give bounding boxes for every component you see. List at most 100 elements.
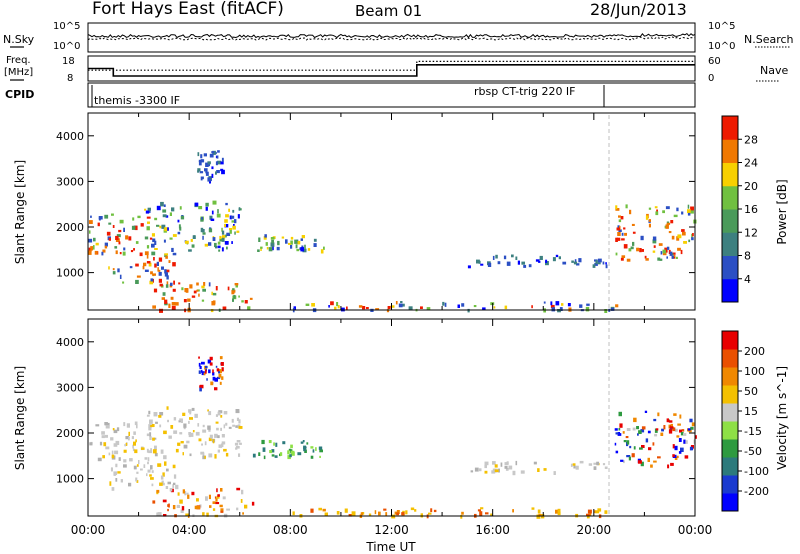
cpid-panel-frame bbox=[87, 82, 696, 108]
velocity-cell bbox=[639, 447, 643, 450]
power-cell bbox=[140, 223, 144, 227]
power-cell bbox=[165, 269, 170, 273]
velocity-cell bbox=[672, 454, 675, 458]
power-cell bbox=[517, 260, 520, 265]
power-cell bbox=[234, 219, 237, 224]
freq-series bbox=[88, 64, 695, 77]
power-cell bbox=[183, 299, 187, 303]
velocity-cell bbox=[198, 356, 200, 359]
power-cell bbox=[232, 225, 236, 230]
velocity-cell bbox=[208, 369, 211, 374]
velocity-cell bbox=[484, 461, 489, 466]
velocity-cell bbox=[217, 411, 221, 416]
velocity-cell bbox=[118, 457, 121, 461]
power-cell bbox=[90, 215, 92, 218]
power-cell bbox=[156, 261, 159, 266]
power-cell bbox=[628, 248, 632, 252]
velocity-cell bbox=[654, 433, 658, 437]
power-cell bbox=[233, 224, 235, 228]
power-cell bbox=[119, 252, 122, 255]
velocity-cell bbox=[310, 455, 314, 459]
power-cell bbox=[237, 214, 240, 219]
velocity-ytick-label-0: 1000 bbox=[56, 473, 84, 486]
velocity-cell bbox=[166, 468, 169, 472]
power-cell bbox=[683, 241, 687, 244]
power-cell bbox=[620, 257, 624, 261]
velocity-cell bbox=[166, 406, 169, 410]
velocity-cell bbox=[158, 415, 162, 418]
velocity-cell bbox=[164, 461, 167, 466]
velocity-cell bbox=[212, 376, 216, 381]
velocity-cell bbox=[117, 471, 121, 474]
power-cell bbox=[225, 202, 228, 206]
velocity-cell bbox=[579, 460, 584, 464]
power-cell bbox=[265, 242, 268, 246]
velocity-cell bbox=[494, 464, 498, 468]
velocity-cell bbox=[188, 420, 190, 424]
power-cell bbox=[146, 261, 151, 264]
velocity-cell bbox=[461, 511, 464, 515]
power-cell bbox=[216, 155, 219, 159]
power-cell bbox=[673, 254, 676, 257]
velocity-cell bbox=[218, 373, 222, 378]
velocity-cell bbox=[206, 378, 208, 381]
velocity-cell bbox=[138, 460, 140, 465]
noise-right-tick-low: 10^0 bbox=[708, 41, 735, 52]
power-cell bbox=[648, 207, 652, 210]
power-cell bbox=[177, 219, 180, 223]
power-cell bbox=[188, 249, 192, 252]
velocity-cell bbox=[271, 454, 275, 457]
velocity-cell bbox=[154, 452, 158, 457]
velocity-cell bbox=[663, 425, 666, 430]
velocity-cell bbox=[680, 447, 684, 452]
velocity-cell bbox=[167, 504, 170, 507]
power-cell bbox=[218, 249, 221, 252]
power-cell bbox=[220, 161, 224, 165]
velocity-cell bbox=[593, 462, 597, 465]
power-cell bbox=[119, 219, 124, 224]
power-cell bbox=[618, 229, 622, 232]
power-cell bbox=[618, 215, 621, 218]
velocity-cell bbox=[351, 511, 356, 516]
velocity-cell bbox=[310, 508, 314, 513]
power-cell bbox=[579, 304, 583, 308]
velocity-cell bbox=[623, 440, 627, 443]
power-cell bbox=[201, 299, 205, 302]
velocity-cell bbox=[173, 474, 177, 479]
velocity-cell bbox=[208, 428, 211, 432]
velocity-cell bbox=[668, 429, 673, 434]
velocity-cell bbox=[140, 468, 143, 471]
power-cell bbox=[358, 305, 363, 308]
velocity-cell bbox=[151, 483, 154, 487]
power-cell bbox=[104, 242, 108, 247]
power-cell bbox=[665, 249, 668, 253]
power-cell bbox=[337, 305, 340, 309]
velocity-cell bbox=[589, 513, 592, 517]
power-panel: Slant Range [km] 1000 2000 3000 4000 4 8 12 16… bbox=[13, 112, 789, 313]
power-cell bbox=[150, 271, 153, 275]
velocity-cell bbox=[149, 436, 152, 440]
velocity-cell bbox=[189, 453, 192, 457]
power-cell bbox=[687, 212, 691, 216]
velocity-cell bbox=[204, 369, 207, 374]
power-cell bbox=[539, 255, 543, 260]
velocity-cell bbox=[105, 425, 110, 429]
power-cell bbox=[545, 259, 548, 263]
velocity-cell bbox=[232, 424, 236, 427]
velocity-cell bbox=[396, 510, 400, 514]
velocity-cell bbox=[672, 427, 676, 432]
velocity-cell bbox=[594, 510, 597, 514]
velocity-colorbar-cell-1 bbox=[722, 475, 738, 494]
velocity-feature-a bbox=[89, 419, 158, 462]
velocity-cell bbox=[162, 482, 165, 486]
power-cell bbox=[209, 179, 211, 184]
freq-panel-frame bbox=[87, 55, 696, 82]
power-cell bbox=[202, 232, 206, 235]
velocity-cell bbox=[689, 446, 693, 451]
power-cell bbox=[148, 210, 151, 213]
power-cell bbox=[161, 266, 164, 270]
velocity-cell bbox=[672, 444, 675, 449]
power-cell bbox=[616, 237, 621, 241]
power-cell bbox=[668, 231, 672, 234]
power-cell bbox=[226, 246, 228, 250]
